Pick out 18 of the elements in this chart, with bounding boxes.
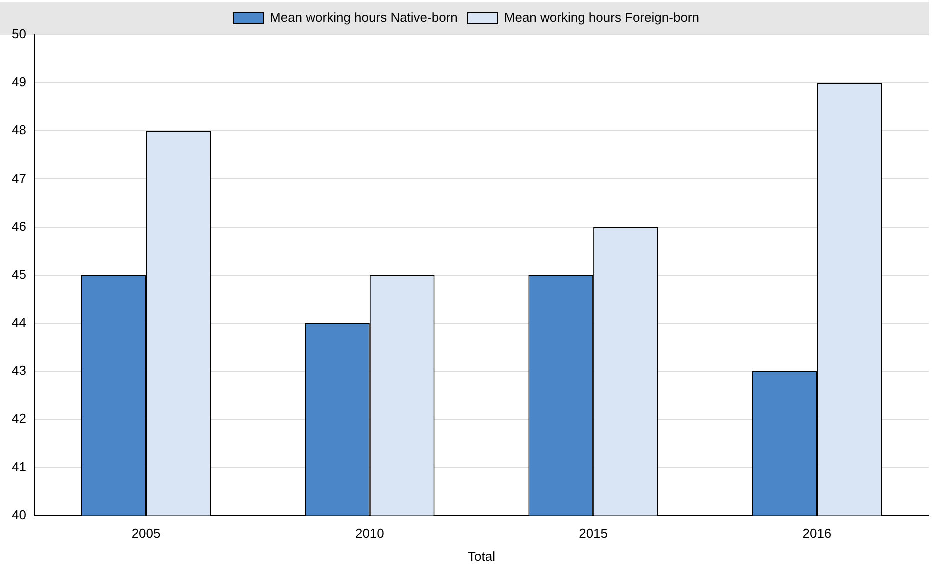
x-tick-label: 2015 bbox=[579, 526, 608, 542]
x-tick-label: 2005 bbox=[132, 526, 161, 542]
y-tick-label: 46 bbox=[12, 218, 26, 234]
legend-label: Mean working hours Native-born bbox=[270, 10, 458, 26]
y-tick-label: 45 bbox=[12, 266, 26, 282]
x-axis-title: Total bbox=[468, 548, 496, 564]
y-tick-label: 50 bbox=[12, 26, 26, 42]
y-tick-label: 43 bbox=[12, 363, 26, 378]
y-tick-label: 49 bbox=[12, 74, 26, 90]
y-tick-label: 42 bbox=[12, 411, 26, 426]
y-tick-label: 41 bbox=[12, 459, 26, 474]
y-tick-label: 47 bbox=[12, 170, 26, 186]
x-tick-label: 2016 bbox=[802, 526, 832, 542]
x-tick-label: 2010 bbox=[355, 526, 384, 542]
legend-label: Mean working hours Foreign-born bbox=[504, 10, 700, 26]
y-tick-label: 48 bbox=[12, 122, 26, 138]
y-tick-label: 40 bbox=[12, 507, 26, 522]
y-tick-label: 44 bbox=[12, 315, 26, 330]
